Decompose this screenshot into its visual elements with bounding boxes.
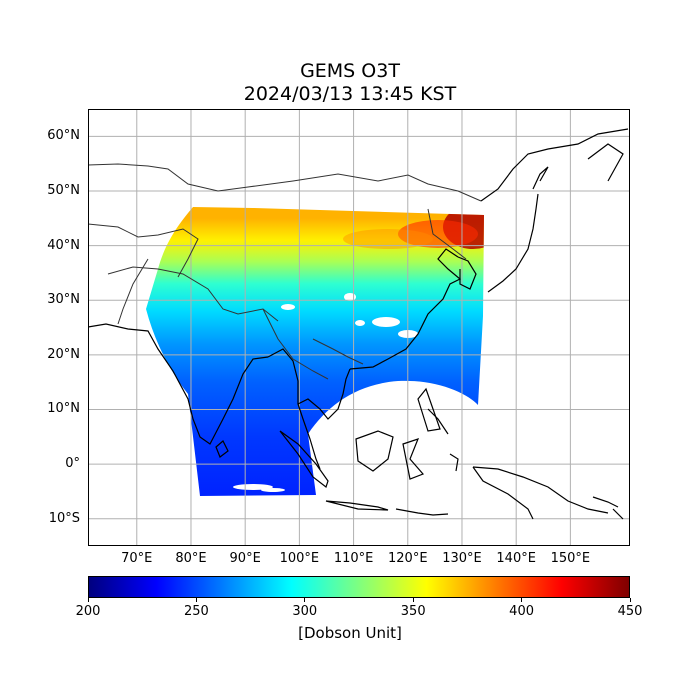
longitude-tick-label: 80°E [175, 551, 207, 566]
latitude-tick-label: 10°S [48, 510, 80, 526]
latitude-tick-label: 50°N [47, 182, 80, 198]
colorbar-tick [629, 598, 631, 602]
latitude-tick-label: 20°N [47, 346, 80, 362]
colorbar-tick [521, 598, 523, 602]
longitude-tick-label: 90°E [229, 551, 261, 566]
longitude-tick-label: 150°E [550, 551, 591, 566]
colorbar [88, 576, 630, 598]
gridlines [88, 109, 630, 546]
longitude-tick-label: 130°E [442, 551, 482, 566]
colorbar-tick-label: 450 [617, 604, 643, 619]
colorbar-label: [Dobson Unit] [298, 624, 402, 642]
map-border [88, 109, 630, 546]
country-borders [88, 163, 482, 380]
colorbar-tick-label: 250 [183, 604, 209, 619]
colorbar-tick-label: 300 [292, 604, 318, 619]
coastlines [88, 128, 629, 520]
colorbar-tick-label: 350 [400, 604, 426, 619]
latitude-tick-label: 0° [65, 456, 80, 472]
latitude-tick-label: 40°N [47, 237, 80, 253]
latitude-tick-label: 60°N [47, 128, 80, 144]
longitude-tick-label: 140°E [496, 551, 536, 566]
ozone-hotspots [233, 207, 484, 492]
colorbar-tick [195, 598, 197, 602]
colorbar-tick-label: 400 [509, 604, 535, 619]
map-panel [88, 109, 630, 546]
ozone-swath [146, 207, 484, 496]
longitude-tick-label: 100°E [279, 551, 320, 566]
chart-subtitle-datetime: 2024/03/13 13:45 KST [243, 83, 457, 105]
colorbar-tick [412, 598, 414, 602]
longitude-tick-label: 110°E [333, 551, 374, 566]
latitude-tick-label: 30°N [47, 292, 80, 308]
colorbar-tick [87, 598, 89, 602]
longitude-tick-label: 120°E [388, 551, 428, 566]
longitude-tick-label: 70°E [121, 551, 153, 566]
chart-title: GEMS O3T [300, 60, 400, 82]
latitude-tick-label: 10°N [47, 401, 80, 417]
colorbar-tick-label: 200 [75, 604, 101, 619]
colorbar-tick [304, 598, 306, 602]
